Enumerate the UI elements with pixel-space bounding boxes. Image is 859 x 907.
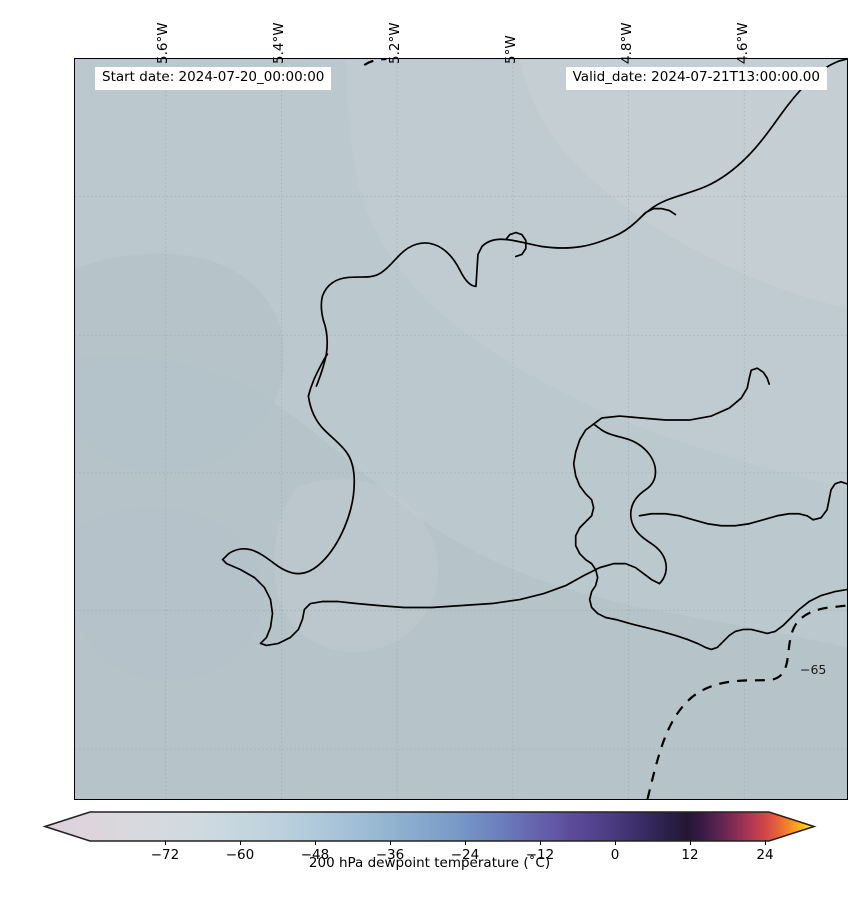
colorbar-tick	[615, 841, 616, 845]
lon-tick-5-6w: 5.6°W	[155, 22, 171, 64]
map-canvas	[75, 59, 847, 799]
colorbar-tick	[240, 841, 241, 845]
colorbar-tick	[165, 841, 166, 845]
colorbar-tick	[765, 841, 766, 845]
lon-tick-5-2w: 5.2°W	[387, 22, 403, 64]
colorbar-tick	[390, 841, 391, 845]
colorbar-ticklabel: 0	[610, 847, 620, 863]
colorbar-ticklabel: −60	[225, 847, 255, 863]
colorbar-gradient	[42, 811, 817, 842]
colorbar-title: 200 hPa dewpoint temperature (˚C)	[308, 855, 551, 871]
colorbar[interactable]: −72 −60 −48 −36 −24 −12 0 12 24	[42, 811, 817, 863]
coastline-paths	[221, 59, 847, 651]
lon-tick-5-4w: 5.4°W	[271, 22, 287, 64]
map-gridlines	[75, 59, 847, 799]
start-date-annotation: Start date: 2024-07-20_00:00:00	[95, 67, 332, 90]
contour-lines-dashed	[363, 59, 847, 799]
colorbar-ticklabel: 12	[681, 847, 699, 863]
colorbar-ticklabel: −72	[150, 847, 180, 863]
colorbar-tick	[315, 841, 316, 845]
colorbar-body: −72 −60 −48 −36 −24 −12 0 12 24	[42, 811, 849, 863]
lon-tick-4-8w: 4.8°W	[619, 22, 635, 64]
colorbar-tick	[690, 841, 691, 845]
colorbar-ticklabel: 24	[756, 847, 774, 863]
map-axes[interactable]: Start date: 2024-07-20_00:00:00 Valid_da…	[74, 58, 848, 800]
colorbar-ticklabel: −36	[375, 847, 405, 863]
colorbar-ticklabel: −48	[300, 847, 330, 863]
colorbar-ticklabel: −12	[525, 847, 555, 863]
lon-tick-5w: 5°W	[503, 35, 519, 64]
colorbar-ticklabel: −24	[450, 847, 480, 863]
colorbar-tick	[540, 841, 541, 845]
lon-tick-4-6w: 4.6°W	[735, 22, 751, 64]
colorbar-tick	[465, 841, 466, 845]
field-shading-bands	[75, 59, 847, 799]
contour-label-minus65: −65	[800, 662, 827, 677]
valid-date-annotation: Valid_date: 2024-07-21T13:00:00.00	[565, 67, 827, 90]
